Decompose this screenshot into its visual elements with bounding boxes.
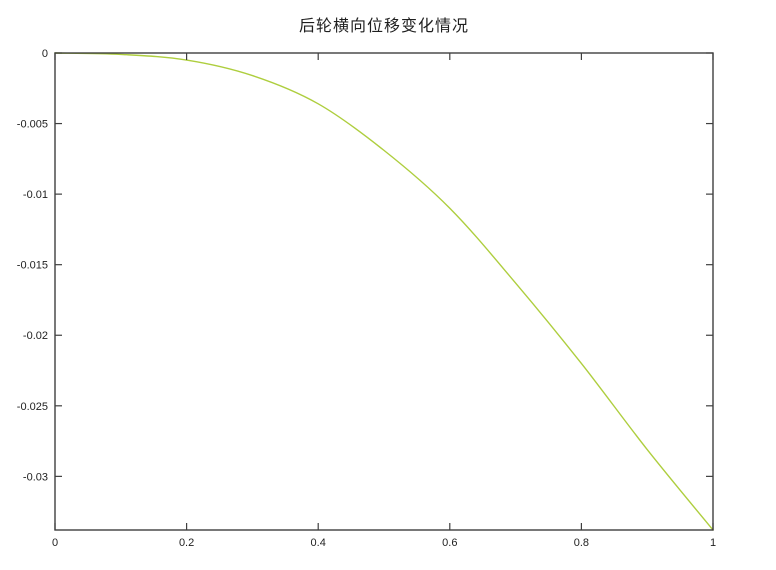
y-tick-label: -0.01 (23, 189, 48, 201)
x-tick-label: 0.8 (574, 537, 589, 549)
displacement-curve (54, 52, 714, 531)
y-tick-label: -0.015 (17, 260, 48, 272)
x-tick-label: 0.4 (311, 537, 326, 549)
x-tick-label: 0 (52, 537, 58, 549)
x-tick-label: 1 (710, 537, 716, 549)
x-tick-label: 0.2 (179, 537, 194, 549)
y-tick-label: -0.02 (23, 330, 48, 342)
y-tick-label: -0.005 (17, 119, 48, 131)
y-tick-label: -0.03 (23, 471, 48, 483)
x-tick-label: 0.6 (442, 537, 457, 549)
y-tick-label: 0 (42, 48, 48, 60)
chart-title: 后轮横向位移变化情况 (298, 18, 469, 35)
axes-box (54, 52, 714, 531)
y-tick-label: -0.025 (17, 401, 48, 413)
